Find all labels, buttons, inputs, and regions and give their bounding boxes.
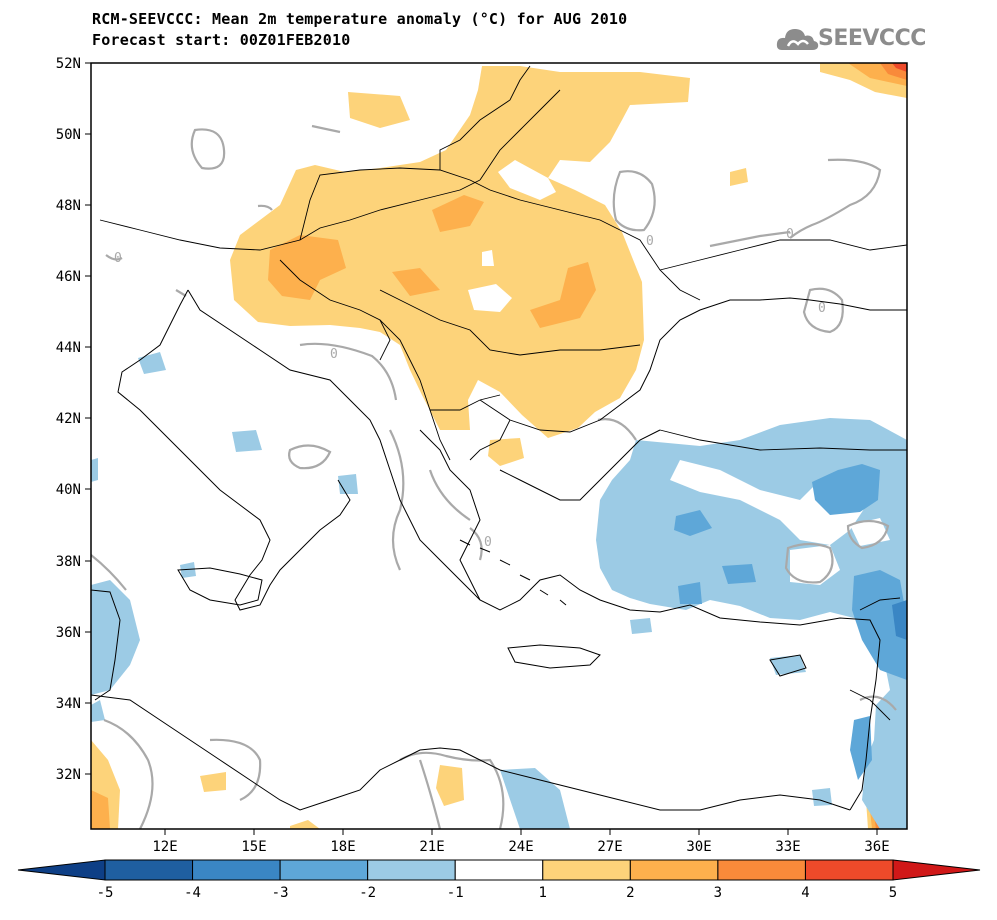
colorbar-segment xyxy=(367,859,456,881)
cloud-icon xyxy=(776,29,819,50)
colorbar-label: -2 xyxy=(359,885,376,901)
zero-contours xyxy=(91,124,897,829)
negative-anomaly-shading-3 xyxy=(892,600,907,640)
colorbar-segment xyxy=(104,859,194,881)
colorbar-label: 2 xyxy=(626,885,634,901)
latitude-axis: 52N 50N 48N 46N 44N 42N 40N 38N 36N 34N … xyxy=(56,56,91,783)
latitude-label: 32N xyxy=(56,767,81,783)
colorbar-label: 4 xyxy=(801,885,809,901)
forecast-start-label: Forecast start: 00Z01FEB2010 xyxy=(92,31,351,49)
colorbar-under-arrow xyxy=(17,859,106,881)
contour-label: 0 xyxy=(818,301,826,316)
colorbar-label: 1 xyxy=(539,885,547,901)
latitude-label: 46N xyxy=(56,269,81,285)
longitude-label: 15E xyxy=(241,839,266,855)
latitude-label: 34N xyxy=(56,696,81,712)
contour-labels: 0 0 0 0 0 0 xyxy=(114,227,826,550)
colorbar-label: -5 xyxy=(97,885,114,901)
logo-text: SEEVCCC xyxy=(818,26,926,51)
positive-anomaly-shading-4 xyxy=(892,63,907,72)
colorbar-label: -3 xyxy=(272,885,289,901)
latitude-label: 40N xyxy=(56,482,81,498)
coastlines xyxy=(91,289,907,811)
latitude-label: 38N xyxy=(56,554,81,570)
contour-label: 0 xyxy=(330,347,338,362)
longitude-label: 30E xyxy=(686,839,711,855)
colorbar-label: -1 xyxy=(447,885,464,901)
contour-label: 0 xyxy=(114,251,122,266)
colorbar-over-arrow xyxy=(892,859,981,881)
contour-label: 0 xyxy=(646,234,654,249)
seevccc-logo: SEEVCCC xyxy=(776,22,936,58)
colorbar-segment xyxy=(542,859,631,881)
latitude-label: 50N xyxy=(56,127,81,143)
longitude-label: 27E xyxy=(597,839,622,855)
colorbar-label: 3 xyxy=(714,885,722,901)
latitude-label: 44N xyxy=(56,340,81,356)
latitude-label: 36N xyxy=(56,625,81,641)
longitude-label: 18E xyxy=(330,839,355,855)
colorbar-segment xyxy=(629,859,719,881)
longitude-axis: 12E 15E 18E 21E 24E 27E 30E 33E 36E xyxy=(152,829,890,855)
latitude-label: 48N xyxy=(56,198,81,214)
colorbar-segment xyxy=(454,859,544,881)
map-body: 0 0 0 0 0 0 xyxy=(91,63,907,829)
colorbar-segment xyxy=(279,859,369,881)
longitude-label: 33E xyxy=(775,839,800,855)
colorbar-segment xyxy=(192,859,281,881)
latitude-label: 42N xyxy=(56,411,81,427)
map-title: RCM-SEEVCCC: Mean 2m temperature anomaly… xyxy=(92,10,628,28)
colorbar-label: -4 xyxy=(184,885,201,901)
contour-label: 0 xyxy=(484,535,492,550)
longitude-label: 36E xyxy=(864,839,889,855)
colorbar-segment xyxy=(804,859,894,881)
colorbar: -5 -4 -3 -2 -1 1 2 3 4 5 xyxy=(17,859,981,901)
map-frame xyxy=(90,62,908,830)
longitude-label: 12E xyxy=(152,839,177,855)
negative-anomaly-shading-2 xyxy=(674,464,907,780)
latitude-label: 52N xyxy=(56,56,81,72)
contour-label: 0 xyxy=(786,227,794,242)
colorbar-segment xyxy=(717,859,806,881)
colorbar-label: 5 xyxy=(889,885,897,901)
longitude-label: 21E xyxy=(419,839,444,855)
longitude-label: 24E xyxy=(508,839,533,855)
country-borders xyxy=(99,65,907,721)
